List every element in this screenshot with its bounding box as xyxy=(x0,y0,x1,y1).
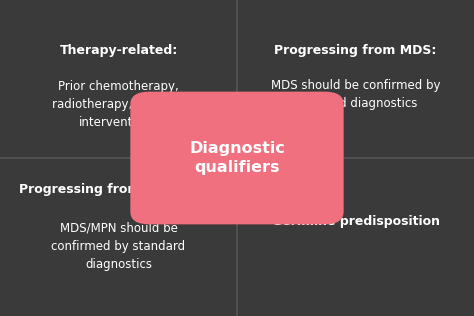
Text: MDS/MPN should be
confirmed by standard
diagnostics: MDS/MPN should be confirmed by standard … xyxy=(52,222,185,271)
Text: Progressing from MDS:: Progressing from MDS: xyxy=(274,44,437,57)
FancyBboxPatch shape xyxy=(0,0,239,163)
Text: MDS should be confirmed by
standard diagnostics: MDS should be confirmed by standard diag… xyxy=(271,79,440,110)
Text: Diagnostic
qualifiers: Diagnostic qualifiers xyxy=(189,141,285,175)
Text: Therapy-related:: Therapy-related: xyxy=(59,44,178,57)
FancyBboxPatch shape xyxy=(130,92,344,224)
FancyBboxPatch shape xyxy=(0,156,239,316)
FancyBboxPatch shape xyxy=(235,156,474,316)
Text: Germline predisposition: Germline predisposition xyxy=(272,215,439,228)
FancyBboxPatch shape xyxy=(235,0,474,163)
Text: Progressing from MDS/MPN:: Progressing from MDS/MPN: xyxy=(19,183,218,196)
Text: Prior chemotherapy,
radiotherapy, immune
interventions: Prior chemotherapy, radiotherapy, immune… xyxy=(52,80,185,129)
